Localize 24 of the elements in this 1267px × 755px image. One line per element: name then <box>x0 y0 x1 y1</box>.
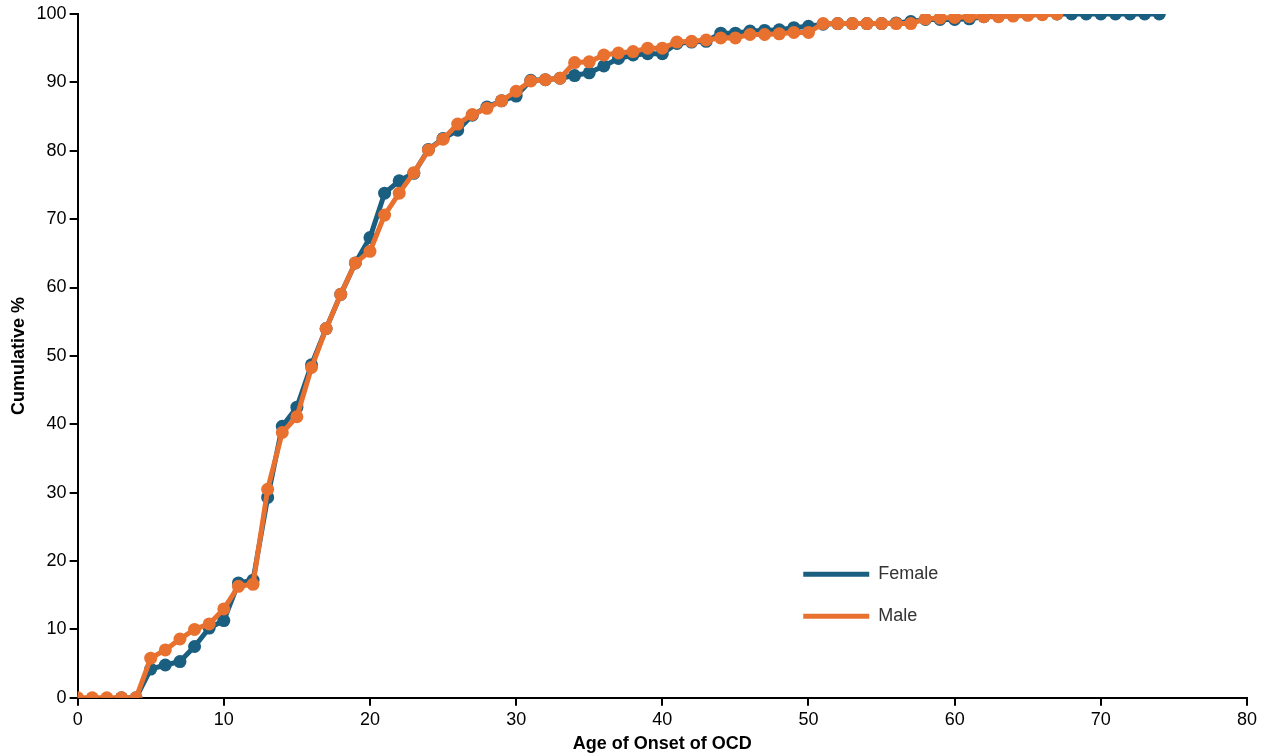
y-tick-label: 80 <box>46 139 67 160</box>
y-tick-label: 40 <box>46 413 67 434</box>
x-tick-label: 40 <box>652 708 673 729</box>
y-tick-label: 50 <box>46 344 67 365</box>
y-tick-label: 70 <box>46 208 67 229</box>
x-tick-label: 70 <box>1090 708 1111 729</box>
y-tick-label: 90 <box>46 71 67 92</box>
y-axis-title: Cumulative % <box>7 296 28 415</box>
x-axis-title: Age of Onset of OCD <box>572 733 752 754</box>
y-tick-label: 10 <box>46 618 67 639</box>
legend-label: Male <box>878 605 918 626</box>
y-tick-label: 20 <box>46 550 67 571</box>
legend-label: Female <box>878 563 939 584</box>
x-tick-label: 30 <box>506 708 527 729</box>
y-tick-label: 100 <box>36 2 67 23</box>
x-tick-label: 10 <box>213 708 234 729</box>
x-tick-label: 50 <box>798 708 819 729</box>
y-tick-label: 0 <box>56 686 67 707</box>
x-tick-label: 0 <box>72 708 83 729</box>
x-tick-label: 20 <box>359 708 380 729</box>
x-tick-label: 60 <box>944 708 965 729</box>
y-tick-label: 60 <box>46 276 67 297</box>
y-tick-label: 30 <box>46 481 67 502</box>
x-tick-label: 80 <box>1236 708 1258 729</box>
